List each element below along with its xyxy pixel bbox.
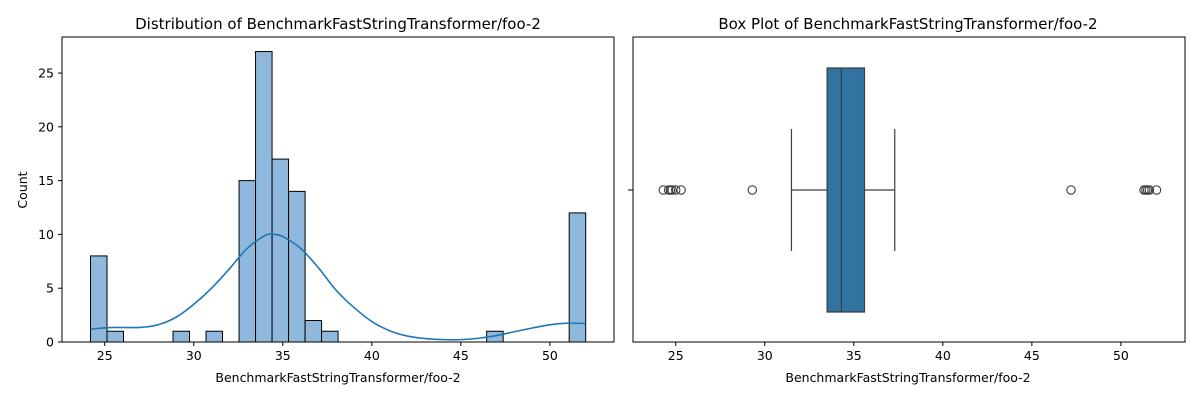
y-tick-label: 15 xyxy=(38,173,54,188)
x-tick-label: 50 xyxy=(1113,348,1129,363)
x-tick-label: 25 xyxy=(97,348,113,363)
x-tick-label: 35 xyxy=(275,348,291,363)
boxplot-panel: Box Plot of BenchmarkFastStringTransform… xyxy=(628,15,1186,385)
histogram-bar xyxy=(288,190,306,343)
outlier-point xyxy=(1066,185,1076,195)
outlier-point xyxy=(670,185,681,195)
x-tick-label: 40 xyxy=(364,348,380,363)
histogram-axes-frame xyxy=(61,36,615,343)
y-tick-label: 5 xyxy=(46,281,54,296)
boxplot-axes-frame xyxy=(632,36,1186,343)
histogram-bar xyxy=(321,330,339,343)
histogram-panel: Distribution of BenchmarkFastStringTrans… xyxy=(15,15,615,385)
x-tick-label: 45 xyxy=(453,348,469,363)
histogram-bar xyxy=(304,319,323,343)
x-tick-label: 30 xyxy=(757,348,773,363)
boxplot-title: Box Plot of BenchmarkFastStringTransform… xyxy=(718,15,1097,33)
x-tick-label: 35 xyxy=(846,348,862,363)
histogram-bar xyxy=(255,51,273,343)
outlier-point xyxy=(1151,185,1162,195)
histogram-bars xyxy=(89,51,587,343)
histogram-bar xyxy=(172,330,191,343)
outlier-point xyxy=(747,185,758,195)
kde-curve-group xyxy=(90,233,586,341)
x-tick-label: 45 xyxy=(1024,348,1040,363)
outlier-point xyxy=(676,185,686,195)
histogram-y-label: Count xyxy=(15,171,30,208)
x-tick-label: 25 xyxy=(668,348,684,363)
histogram-title: Distribution of BenchmarkFastStringTrans… xyxy=(135,15,541,33)
y-tick-label: 20 xyxy=(38,119,54,134)
y-tick-label: 0 xyxy=(46,335,54,350)
iqr-box xyxy=(826,67,866,313)
histogram-y-ticks: 0 5 10 15 20 25 xyxy=(38,66,62,350)
x-tick-label: 40 xyxy=(935,348,951,363)
kde-curve xyxy=(90,233,586,341)
histogram-bar xyxy=(238,180,257,343)
histogram-bar xyxy=(106,330,125,343)
y-tick-label: 25 xyxy=(38,66,54,81)
histogram-x-label: BenchmarkFastStringTransformer/foo-2 xyxy=(215,370,460,385)
histogram-x-ticks: 25 30 35 40 45 50 xyxy=(97,342,558,363)
outlier-point xyxy=(1144,185,1155,195)
x-tick-label: 30 xyxy=(186,348,202,363)
y-tick-label: 10 xyxy=(38,227,54,242)
boxplot-body xyxy=(658,67,1162,313)
histogram-bar xyxy=(205,330,224,343)
boxplot-x-ticks: 25 30 35 40 45 50 xyxy=(668,342,1129,363)
x-tick-label: 50 xyxy=(542,348,558,363)
boxplot-x-label: BenchmarkFastStringTransformer/foo-2 xyxy=(785,370,1030,385)
histogram-bar xyxy=(271,158,290,343)
